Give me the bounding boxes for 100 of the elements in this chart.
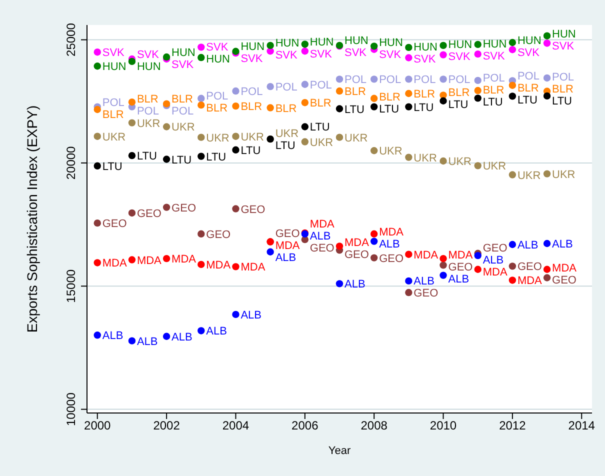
point xyxy=(474,50,482,58)
point xyxy=(198,134,205,141)
series-label: BLR xyxy=(482,84,504,97)
text: SVK xyxy=(102,47,124,60)
text: SVK xyxy=(552,40,574,53)
series-label: HUN xyxy=(414,42,438,54)
text: UKR xyxy=(172,122,195,134)
point xyxy=(405,250,412,258)
text: GEO xyxy=(206,228,231,241)
point xyxy=(336,242,344,250)
text: POL xyxy=(414,74,436,86)
text: LTU xyxy=(102,160,122,173)
text: MDA xyxy=(240,262,266,274)
text: LTU xyxy=(172,154,192,166)
text: UKR xyxy=(240,131,264,144)
point xyxy=(405,277,412,285)
x-axis-title: Year xyxy=(328,445,351,457)
text: ALB xyxy=(552,238,573,251)
point xyxy=(474,162,482,170)
text: SVK xyxy=(310,48,332,61)
text: LTU xyxy=(517,94,538,106)
point xyxy=(370,147,378,154)
text: SVK xyxy=(517,47,540,60)
text: ALB xyxy=(136,336,158,348)
point xyxy=(336,105,344,112)
point xyxy=(94,259,101,266)
text: MDA xyxy=(517,275,542,288)
text: UKR xyxy=(206,132,230,144)
text: SVK xyxy=(414,54,436,66)
point xyxy=(232,310,240,318)
text: GEO xyxy=(310,242,334,254)
x-tick-label: 2002 xyxy=(153,418,180,433)
text: GEO xyxy=(482,242,508,254)
text: HUN xyxy=(275,37,300,50)
text: GEO xyxy=(448,261,473,274)
point xyxy=(198,54,205,62)
point xyxy=(232,102,240,110)
text: BLR xyxy=(310,98,332,110)
point xyxy=(232,132,240,140)
text: GEO xyxy=(414,288,438,300)
point xyxy=(405,288,412,296)
text: ALB xyxy=(414,276,434,288)
text: POL xyxy=(344,74,367,86)
point xyxy=(162,156,170,163)
text: ALB xyxy=(172,331,192,344)
point xyxy=(198,101,205,109)
text: SVK xyxy=(482,50,505,62)
text: GEO xyxy=(379,252,404,265)
point xyxy=(162,123,170,130)
point xyxy=(232,263,240,270)
text: MDA xyxy=(482,266,508,278)
text: BLR xyxy=(206,102,228,115)
text: BLR xyxy=(414,88,436,100)
text: GEO xyxy=(275,228,300,240)
point xyxy=(301,80,309,88)
series-label: SVK xyxy=(172,59,194,72)
text: UKR xyxy=(136,118,160,130)
text: POL xyxy=(310,79,332,92)
text: LTU xyxy=(344,104,364,116)
point xyxy=(508,92,516,100)
point xyxy=(508,240,516,248)
point xyxy=(440,42,447,50)
x-tick-label: 2006 xyxy=(292,418,319,433)
point xyxy=(232,205,240,212)
point xyxy=(301,138,309,146)
text: POL xyxy=(206,90,228,103)
point xyxy=(370,254,378,262)
text: POL xyxy=(517,70,540,82)
text: GEO xyxy=(136,208,162,220)
series-label: ALB xyxy=(275,252,296,264)
text: UKR xyxy=(517,170,541,182)
point xyxy=(94,106,101,114)
text: POL xyxy=(240,86,263,98)
point xyxy=(336,87,344,95)
point xyxy=(232,146,240,154)
point xyxy=(405,76,412,83)
point xyxy=(301,40,309,48)
series-label: GEO xyxy=(344,249,370,262)
point xyxy=(508,171,516,178)
text: LTU xyxy=(448,99,468,112)
point xyxy=(94,332,101,339)
text: GEO xyxy=(517,261,542,274)
text: HUN xyxy=(448,39,472,52)
point xyxy=(162,332,170,340)
text: HUN xyxy=(344,34,368,47)
text: UKR xyxy=(275,128,299,140)
text: GEO xyxy=(172,202,196,214)
point xyxy=(508,46,516,54)
x-tick-label: 2000 xyxy=(84,418,112,433)
text: LTU xyxy=(136,150,157,163)
point xyxy=(198,260,205,268)
text: UKR xyxy=(379,146,402,158)
point xyxy=(94,48,101,56)
x-tick-label: 2012 xyxy=(499,418,526,433)
text: ALB xyxy=(448,273,470,286)
point xyxy=(474,266,482,273)
text: SVK xyxy=(275,49,298,62)
point xyxy=(94,62,101,70)
point xyxy=(405,103,412,110)
text: HUN xyxy=(172,47,196,60)
